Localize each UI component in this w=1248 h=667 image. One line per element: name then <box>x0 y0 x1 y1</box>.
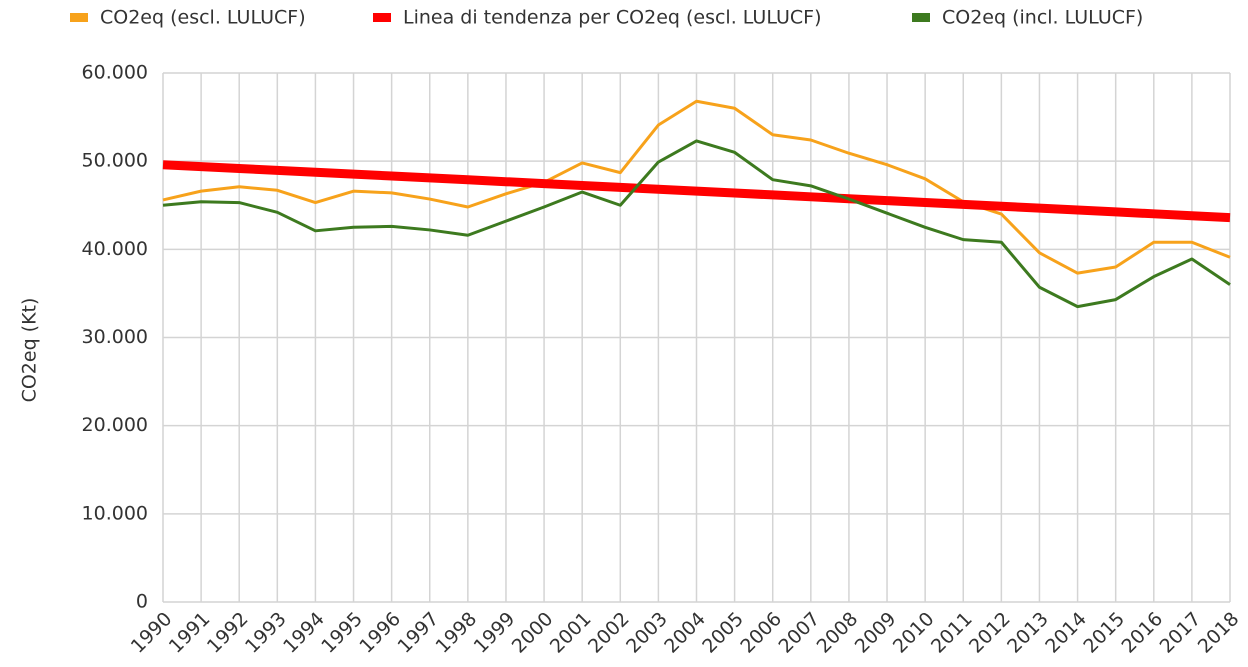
x-tick-label: 2016 <box>1117 608 1167 658</box>
y-tick-label: 40.000 <box>82 238 148 260</box>
x-tick-label: 2010 <box>889 608 939 658</box>
y-tick-label: 60.000 <box>82 62 148 84</box>
x-tick-label: 2006 <box>736 608 786 658</box>
x-tick-label: 2013 <box>1003 608 1053 658</box>
legend-swatch <box>912 13 930 22</box>
legend-swatch <box>373 13 391 22</box>
x-tick-label: 2014 <box>1041 608 1091 658</box>
x-tick-label: 2012 <box>965 608 1015 658</box>
data-line <box>162 160 1231 223</box>
legend-swatch <box>70 13 88 22</box>
x-tick-label: 2004 <box>660 608 710 658</box>
data-line <box>162 99 1231 275</box>
x-tick-label: 1996 <box>355 608 405 658</box>
x-tick-label: 2002 <box>584 608 634 658</box>
x-tick-label: 2001 <box>546 608 596 658</box>
x-tick-label: 2009 <box>851 608 901 658</box>
x-tick-label: 1995 <box>317 608 367 658</box>
legend-label: CO2eq (escl. LULUCF) <box>100 7 306 29</box>
x-tick-label: 2003 <box>622 608 672 658</box>
x-tick-label: 2017 <box>1156 608 1206 658</box>
x-tick-label: 2008 <box>813 608 863 658</box>
legend-label: Linea di tendenza per CO2eq (escl. LULUC… <box>403 7 822 29</box>
y-tick-label: 10.000 <box>82 502 148 524</box>
x-tick-label: 1994 <box>279 608 329 658</box>
y-tick-label: 50.000 <box>82 150 148 172</box>
x-tick-label: 1991 <box>165 608 215 658</box>
x-tick-label: 1999 <box>470 608 520 658</box>
x-tick-label: 2005 <box>698 608 748 658</box>
x-tick-label: 1998 <box>432 608 482 658</box>
x-tick-label: 2015 <box>1079 608 1129 658</box>
legend-label: CO2eq (incl. LULUCF) <box>942 7 1143 29</box>
x-tick-label: 2000 <box>508 608 558 658</box>
x-tick-label: 1990 <box>127 608 177 658</box>
data-line <box>162 139 1231 309</box>
x-tick-label: 1993 <box>241 608 291 658</box>
x-tick-label: 2007 <box>774 608 824 658</box>
y-tick-label: 30.000 <box>82 326 148 348</box>
y-axis-label: CO2eq (Kt) <box>19 298 41 403</box>
x-tick-label: 1992 <box>203 608 253 658</box>
y-tick-label: 0 <box>136 591 148 613</box>
x-tick-label: 2011 <box>927 608 977 658</box>
x-tick-label: 2018 <box>1194 608 1244 658</box>
x-tick-label: 1997 <box>393 608 443 658</box>
y-tick-label: 20.000 <box>82 414 148 436</box>
